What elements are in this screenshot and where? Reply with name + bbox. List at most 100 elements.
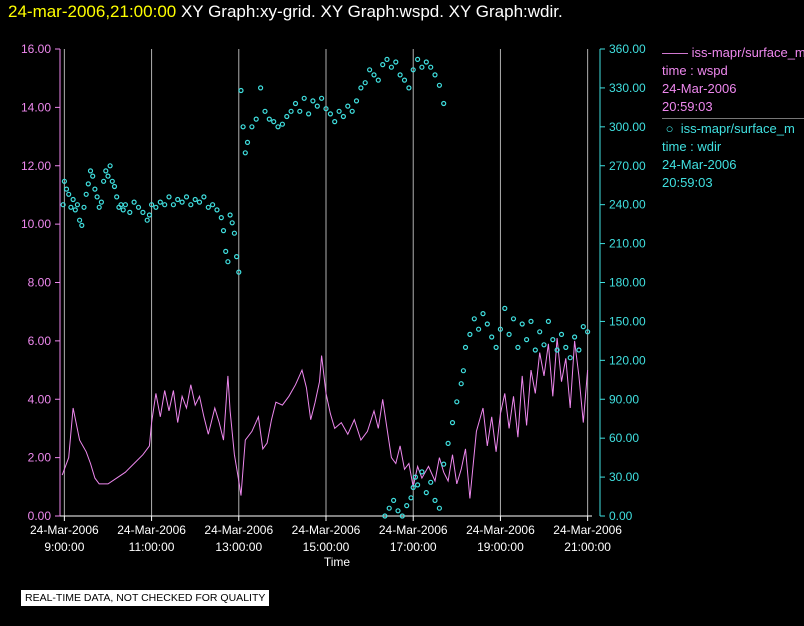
wdir-point (166, 194, 172, 200)
wdir-point (375, 77, 381, 83)
wdir-point (105, 173, 111, 179)
window-header: 24-mar-2006,21:00:00 XY Graph:xy-grid. X… (8, 2, 563, 22)
legend-wspd-field: time : wspd (662, 63, 728, 78)
wdir-point (74, 202, 81, 208)
wdir-point (157, 199, 163, 205)
wdir-point (484, 321, 490, 327)
wdir-point (231, 230, 237, 236)
wdir-point (319, 95, 325, 101)
wdir-point (506, 331, 512, 337)
wdir-point (149, 202, 155, 208)
wdir-point (179, 199, 185, 205)
wdir-point (85, 181, 91, 187)
right-axis-tick-label: 150.00 (609, 314, 646, 328)
wdir-point (242, 150, 248, 156)
left-axis-tick-label: 16.00 (21, 42, 51, 56)
wdir-point (279, 121, 285, 127)
wdir-point (428, 479, 434, 485)
wdir-point (109, 178, 115, 184)
right-axis-tick-label: 120.00 (609, 353, 646, 367)
wdir-point (554, 347, 560, 353)
wdir-point (460, 368, 466, 374)
wdir-point (122, 202, 129, 208)
wdir-point (537, 329, 543, 335)
wdir-point (399, 513, 405, 519)
wdir-point (205, 204, 211, 210)
right-axis-tick-label: 360.00 (609, 42, 646, 56)
wdir-point (412, 474, 418, 480)
x-tick-time-label: 9:00:00 (44, 540, 84, 554)
legend-wdir-field: time : wdir (662, 139, 722, 154)
wdir-point (196, 199, 203, 205)
wdir-point (362, 80, 368, 86)
wdir-point (576, 347, 582, 353)
left-axis-tick-label: 10.00 (21, 217, 51, 231)
wdir-point (462, 344, 469, 350)
wdir-point (445, 440, 451, 446)
wdir-point (395, 508, 401, 514)
wdir-point (558, 331, 565, 337)
left-axis-tick-label: 0.00 (28, 509, 52, 523)
wdir-point (284, 113, 290, 120)
wdir-point (249, 124, 255, 130)
wdir-point (214, 207, 220, 213)
wdir-point (567, 355, 573, 361)
wdir-point (323, 106, 329, 112)
wdir-point (96, 204, 102, 210)
wdir-point (275, 124, 281, 130)
right-axis-tick-label: 330.00 (609, 81, 646, 95)
wdir-point (234, 254, 240, 260)
wdir-point (258, 85, 264, 91)
x-tick-date-label: 24-Mar-2006 (466, 523, 535, 537)
wdir-point (153, 204, 159, 210)
wdir-point (63, 186, 70, 192)
wdir-point (441, 100, 447, 107)
wdir-point (423, 490, 429, 496)
x-tick-date-label: 24-Mar-2006 (379, 523, 448, 537)
wdir-point (340, 113, 346, 120)
wdir-point (111, 183, 118, 190)
wdir-point (223, 248, 229, 254)
wdir-point (367, 67, 373, 73)
wdir-point (515, 344, 521, 350)
x-tick-date-label: 24-Mar-2006 (204, 523, 273, 537)
wdir-point (72, 207, 78, 213)
wdir-point (94, 194, 100, 200)
wdir-point (332, 118, 338, 125)
wdir-point (336, 108, 342, 114)
wdir-point (432, 497, 438, 503)
right-axis-tick-label: 210.00 (609, 237, 646, 251)
wdir-point (227, 212, 233, 218)
wdir-point (70, 196, 76, 203)
wdir-point (528, 318, 534, 324)
wdir-point (76, 217, 83, 223)
wdir-point (83, 191, 89, 197)
wdir-point (358, 85, 364, 91)
wdir-point (428, 64, 434, 70)
wdir-point (480, 311, 486, 317)
wdir-point (458, 381, 464, 387)
x-tick-date-label: 24-Mar-2006 (292, 523, 361, 537)
wdir-point (415, 56, 421, 63)
wdir-point (384, 56, 390, 63)
wdir-point (489, 334, 495, 340)
wdir-point (244, 139, 251, 145)
wdir-point (436, 82, 442, 88)
right-axis-tick-label: 270.00 (609, 159, 646, 173)
right-axis-tick-label: 240.00 (609, 198, 646, 212)
right-axis-tick-label: 90.00 (609, 392, 639, 406)
wdir-point (353, 98, 360, 104)
wdir-point (218, 215, 224, 221)
wdir-point (90, 173, 96, 179)
wdir-point (66, 191, 72, 197)
quality-note: REAL-TIME DATA, NOT CHECKED FOR QUALITY (20, 589, 271, 607)
wdir-point (415, 482, 421, 488)
right-axis-tick-label: 300.00 (609, 120, 646, 134)
wdir-point (349, 108, 355, 114)
header-datetime: 24-mar-2006,21:00:00 (8, 2, 177, 21)
wdir-point (432, 72, 438, 78)
x-axis-title: Time (324, 555, 351, 569)
right-axis-tick-label: 180.00 (609, 276, 646, 290)
wdir-point (545, 318, 552, 324)
